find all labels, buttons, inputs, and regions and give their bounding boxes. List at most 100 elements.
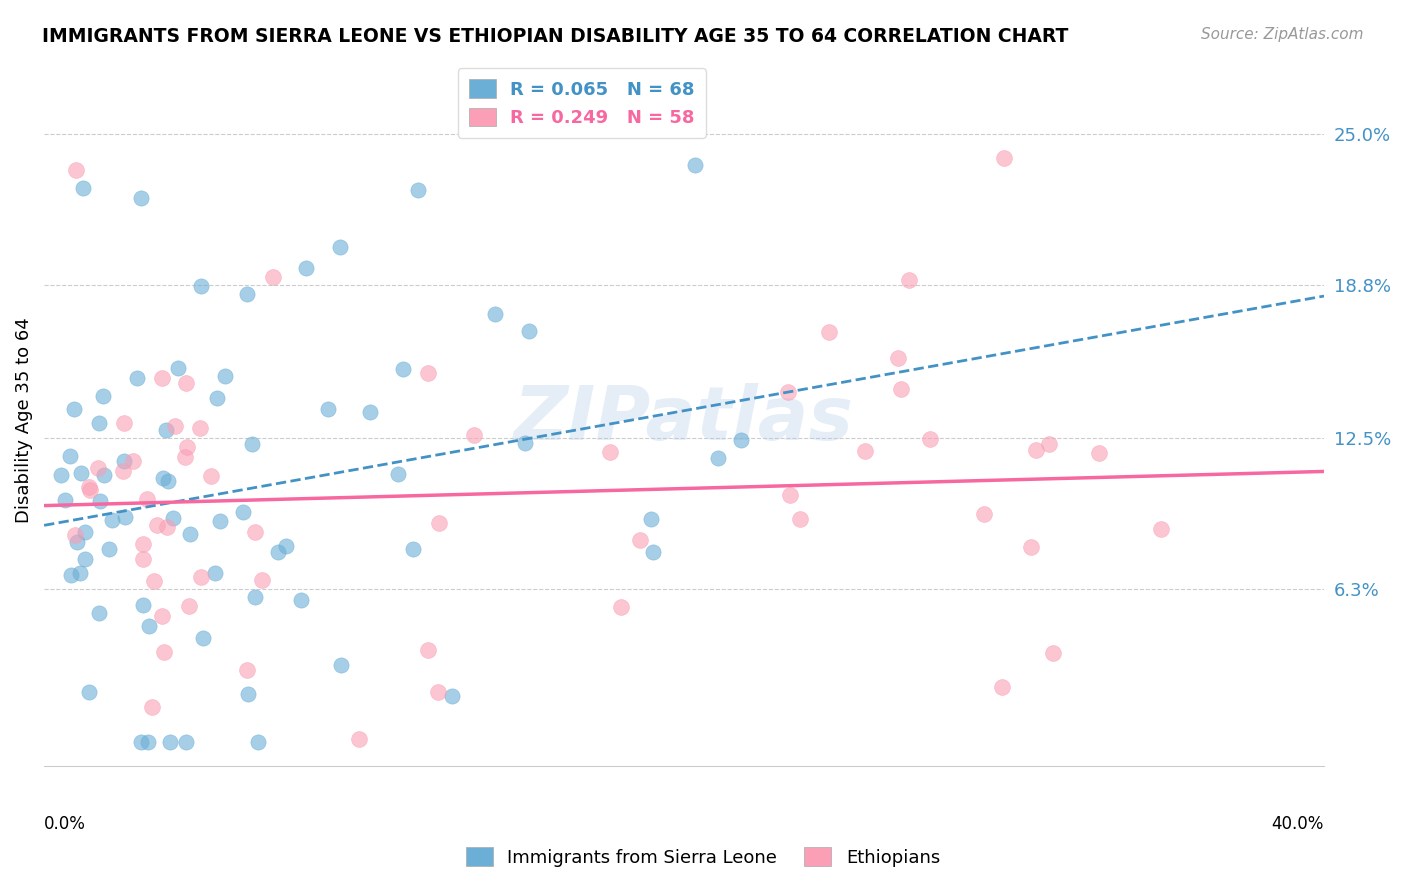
Point [209,514,232,528]
Point [101,513,124,527]
Point [1150,522,1173,536]
Point [1019,541,1042,555]
Point [898,273,921,287]
Point [55,492,77,507]
Point [141,700,163,714]
Point [156,520,179,534]
Point [190,570,212,584]
Point [114,416,136,430]
Point [66,535,89,549]
Point [176,440,198,454]
Point [89,416,111,430]
Point [683,158,706,172]
Point [890,382,912,396]
Point [131,599,153,613]
Point [359,405,381,419]
Point [240,437,263,451]
Point [993,152,1015,166]
Point [190,278,212,293]
Point [706,450,728,465]
Point [1042,646,1064,660]
Point [463,428,485,442]
Point [129,191,152,205]
Point [174,450,197,464]
Point [329,240,352,254]
Point [789,512,811,526]
Point [159,735,181,749]
Point [1038,437,1060,451]
Point [250,574,273,588]
Point [174,735,197,749]
Point [136,491,159,506]
Point [163,418,186,433]
Point [329,658,352,673]
Point [214,368,236,383]
Point [406,183,429,197]
Point [316,401,339,416]
Point [127,371,149,385]
Text: ZIPatlas: ZIPatlas [515,384,853,456]
Point [143,574,166,588]
Point [49,467,72,482]
Point [207,391,229,405]
Point [1025,443,1047,458]
Point [91,389,114,403]
Point [349,732,371,747]
Point [517,324,540,338]
Point [132,552,155,566]
Point [132,537,155,551]
Point [243,590,266,604]
Point [262,269,284,284]
Point [236,663,259,677]
Point [973,508,995,522]
Point [392,362,415,376]
Point [112,454,135,468]
Point [89,494,111,508]
Point [200,468,222,483]
Point [162,511,184,525]
Point [166,360,188,375]
Point [72,180,94,194]
Point [990,680,1012,694]
Point [179,527,201,541]
Y-axis label: Disability Age 35 to 64: Disability Age 35 to 64 [15,317,32,523]
Point [295,260,318,275]
Point [427,516,450,530]
Point [887,351,910,365]
Legend: Immigrants from Sierra Leone, Ethiopians: Immigrants from Sierra Leone, Ethiopians [458,840,948,874]
Point [150,609,173,624]
Text: 40.0%: 40.0% [1271,814,1324,833]
Point [62,402,84,417]
Point [70,466,93,480]
Point [776,385,799,400]
Point [174,376,197,390]
Point [93,468,115,483]
Point [441,690,464,704]
Point [599,445,621,459]
Point [87,607,110,621]
Point [152,471,174,485]
Point [779,488,801,502]
Point [79,483,101,497]
Point [87,460,110,475]
Point [138,619,160,633]
Point [484,307,506,321]
Point [1088,446,1111,460]
Point [628,533,651,548]
Point [402,542,425,557]
Point [146,517,169,532]
Point [232,505,254,519]
Point [73,552,96,566]
Point [156,474,179,488]
Text: 0.0%: 0.0% [44,814,86,833]
Point [150,371,173,385]
Point [418,643,440,657]
Text: Source: ZipAtlas.com: Source: ZipAtlas.com [1201,27,1364,42]
Point [236,287,259,301]
Point [77,685,100,699]
Point [204,566,226,580]
Point [65,528,87,542]
Point [290,593,312,607]
Point [65,163,87,178]
Point [136,735,159,749]
